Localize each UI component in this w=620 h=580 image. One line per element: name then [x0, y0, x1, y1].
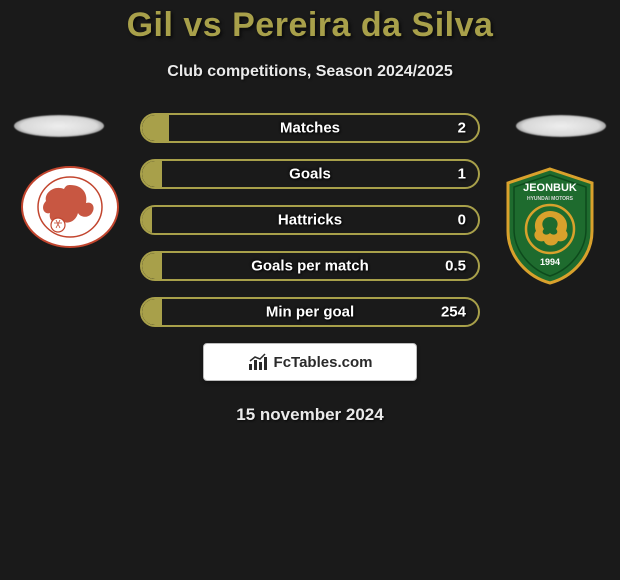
bar-value: 2	[458, 120, 466, 137]
crest-right-svg: JEONBUK HYUNDAI MOTORS 1994	[500, 165, 600, 285]
crest-right-text: JEONBUK	[523, 182, 577, 194]
brand-box[interactable]: FcTables.com	[203, 343, 417, 381]
bar-label: Goals per match	[251, 258, 369, 275]
bar-value: 0.5	[445, 258, 466, 275]
crest-right-subtext: HYUNDAI MOTORS	[527, 196, 574, 202]
bar-value: 254	[441, 304, 466, 321]
bar-matches: Matches 2	[140, 113, 480, 143]
crest-right-year: 1994	[540, 257, 560, 267]
date-text: 15 november 2024	[0, 405, 620, 425]
bar-fill	[142, 207, 152, 233]
chart-icon	[248, 353, 268, 371]
bar-value: 1	[458, 166, 466, 183]
player-shadow-right	[516, 115, 606, 137]
page-title: Gil vs Pereira da Silva	[0, 0, 620, 45]
brand-text: FcTables.com	[274, 354, 373, 371]
bar-hattricks: Hattricks 0	[140, 205, 480, 235]
bar-label: Hattricks	[278, 212, 342, 229]
player-shadow-left	[14, 115, 104, 137]
team-crest-right: JEONBUK HYUNDAI MOTORS 1994	[500, 165, 600, 285]
bar-min-per-goal: Min per goal 254	[140, 297, 480, 327]
bar-label: Goals	[289, 166, 331, 183]
content-area: JEONBUK HYUNDAI MOTORS 1994 Matches 2 Go…	[0, 113, 620, 425]
team-crest-left	[20, 165, 120, 249]
subtitle: Club competitions, Season 2024/2025	[0, 63, 620, 81]
bar-fill	[142, 115, 169, 141]
bar-goals: Goals 1	[140, 159, 480, 189]
bar-fill	[142, 299, 162, 325]
bar-label: Min per goal	[266, 304, 354, 321]
stats-bars: Matches 2 Goals 1 Hattricks 0 Goals per …	[140, 113, 480, 327]
bar-fill	[142, 253, 162, 279]
bar-label: Matches	[280, 120, 340, 137]
bar-goals-per-match: Goals per match 0.5	[140, 251, 480, 281]
bar-fill	[142, 161, 162, 187]
crest-left-svg	[20, 165, 120, 249]
bar-value: 0	[458, 212, 466, 229]
